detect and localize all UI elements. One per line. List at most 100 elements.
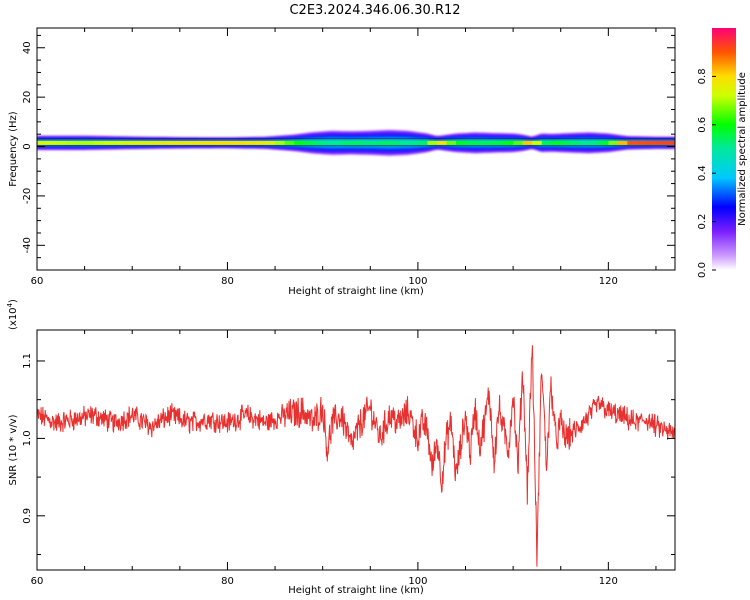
snr-y-tick-label: 0.9 xyxy=(22,508,33,524)
colorbar-tick-label: 0.8 xyxy=(697,68,708,84)
spectrogram-core-cell xyxy=(436,140,447,145)
spectrogram-x-tick-label: 120 xyxy=(599,276,618,287)
spectrogram-y-tick-label: 20 xyxy=(22,91,33,104)
spectrogram-core-cell xyxy=(465,140,476,145)
spectrogram-core-cell xyxy=(113,140,124,145)
snr-frame xyxy=(36,329,676,571)
spectrogram-y-tick-label: 40 xyxy=(22,41,33,54)
spectrogram-core-cell xyxy=(37,140,48,145)
snr-y-tick-label: 1.1 xyxy=(22,353,33,369)
spectrogram-core-cell xyxy=(322,140,333,145)
figure-title: C2E3.2024.346.06.30.R12 xyxy=(289,3,460,18)
snr-x-tick-label: 100 xyxy=(408,576,427,587)
spectrogram-core-cell xyxy=(589,140,600,145)
spectrogram-core-cell xyxy=(198,140,209,145)
spectrogram-core-cell xyxy=(503,140,514,145)
spectrogram-band xyxy=(37,130,675,156)
snr-y-scale-note: (x104) xyxy=(6,299,19,330)
snr-series xyxy=(37,345,675,567)
spectrogram-core-cell xyxy=(513,140,524,145)
spectrogram-core-cell xyxy=(656,140,667,145)
spectrogram-core-cell xyxy=(132,140,143,145)
spectrogram-core-cell xyxy=(532,140,543,145)
spectrogram-core-cell xyxy=(160,140,171,145)
spectrogram-core-cell xyxy=(265,140,276,145)
spectrogram-frame xyxy=(36,27,676,271)
spectrogram-core-cell xyxy=(94,140,105,145)
spectrogram-core-cell xyxy=(56,140,67,145)
spectrogram-ticks: 60 80 100 120 -40 -20 0 20 40 xyxy=(22,28,675,287)
spectrogram-panel: 60 80 100 120 -40 -20 0 20 40 Height of straight… xyxy=(8,27,676,297)
colorbar-gradient xyxy=(712,28,736,270)
spectrogram-core-cell xyxy=(408,140,419,145)
spectrogram-core-cell xyxy=(598,140,609,145)
spectrogram-core-cell xyxy=(341,140,352,145)
spectrogram-core-cell xyxy=(65,140,76,145)
spectrogram-core-cell xyxy=(551,140,562,145)
spectrogram-core-cell xyxy=(351,140,362,145)
spectrogram-core-cell xyxy=(475,140,486,145)
spectrogram-core-cell xyxy=(141,140,152,145)
spectrogram-core-cell xyxy=(256,140,267,145)
spectrogram-core-cell xyxy=(360,140,371,145)
spectrogram-core-cell xyxy=(379,140,390,145)
spectrogram-core-cell xyxy=(646,140,657,145)
spectrogram-core-cell xyxy=(417,140,428,145)
spectrogram-core-cell xyxy=(170,140,181,145)
spectrogram-core-cell xyxy=(227,140,238,145)
colorbar-tick-label: 0.2 xyxy=(697,214,708,230)
spectrogram-core-cell xyxy=(151,140,162,145)
spectrogram-core-cell xyxy=(237,140,248,145)
snr-y-scale-base: (x10 xyxy=(8,307,19,330)
spectrogram-core-cell xyxy=(103,140,114,145)
snr-y-axis-label: SNR (10 * v/v) xyxy=(8,414,19,485)
spectrogram-core-cell xyxy=(560,140,571,145)
spectrogram-core-cell xyxy=(313,140,324,145)
spectrogram-core-cell xyxy=(275,140,286,145)
spectrogram-core-cell xyxy=(627,140,638,145)
spectrogram-core-cell xyxy=(189,140,200,145)
colorbar-label: Normalized spectral amplitude xyxy=(737,72,748,226)
spectrogram-core-cell xyxy=(398,140,409,145)
spectrogram-core-cell xyxy=(179,140,190,145)
spectrogram-core-cell xyxy=(427,140,438,145)
colorbar: 0.0 0.2 0.4 0.6 0.8 Normalized spectral ampl… xyxy=(697,28,748,278)
spectrogram-core-cell xyxy=(665,140,675,145)
spectrogram-core-cell xyxy=(446,140,457,145)
spectrogram-core-cell xyxy=(636,140,647,145)
spectrogram-core-cell xyxy=(246,140,257,145)
spectrogram-core-cell xyxy=(456,140,467,145)
snr-plot-area xyxy=(37,330,675,570)
spectrogram-core-cell xyxy=(617,140,628,145)
spectrogram-y-axis-label: Frequency (Hz) xyxy=(8,111,19,187)
spectrogram-y-tick-label: 0 xyxy=(22,143,33,149)
snr-panel: 60 80 100 120 0.9 1.0 1.1 Height of straight l… xyxy=(6,299,676,596)
spectrogram-x-axis-label: Height of straight line (km) xyxy=(288,286,424,297)
snr-x-tick-label: 80 xyxy=(221,576,234,587)
spectrogram-y-tick-label: -20 xyxy=(22,188,33,204)
spectrogram-core-cell xyxy=(541,140,552,145)
spectrogram-core-cell xyxy=(122,140,133,145)
snr-x-axis-label: Height of straight line (km) xyxy=(288,585,424,596)
spectrogram-core-cell xyxy=(84,140,95,145)
spectrogram-core-cell xyxy=(217,140,228,145)
snr-y-scale-exp: 4 xyxy=(6,302,14,307)
spectrogram-core-cell xyxy=(370,140,381,145)
spectrogram-y-tick-label: -40 xyxy=(22,237,33,253)
spectrogram-core-cell xyxy=(75,140,86,145)
spectrogram-core-cell xyxy=(284,140,295,145)
snr-x-tick-label: 60 xyxy=(31,576,44,587)
spectrogram-core-cell xyxy=(46,140,57,145)
spectrogram-core-cell xyxy=(579,140,590,145)
snr-ticks: 60 80 100 120 0.9 1.0 1.1 xyxy=(22,330,675,587)
colorbar-tick-label: 0.0 xyxy=(697,262,708,278)
colorbar-tick-label: 0.4 xyxy=(697,165,708,181)
spectrogram-core-cell xyxy=(570,140,581,145)
snr-y-tick-label: 1.0 xyxy=(22,430,33,446)
spectrogram-core-cell xyxy=(494,140,505,145)
spectrogram-core-cell xyxy=(522,140,533,145)
snr-x-tick-label: 120 xyxy=(599,576,618,587)
snr-line xyxy=(37,345,675,567)
colorbar-ticks: 0.0 0.2 0.4 0.6 0.8 xyxy=(697,68,716,278)
